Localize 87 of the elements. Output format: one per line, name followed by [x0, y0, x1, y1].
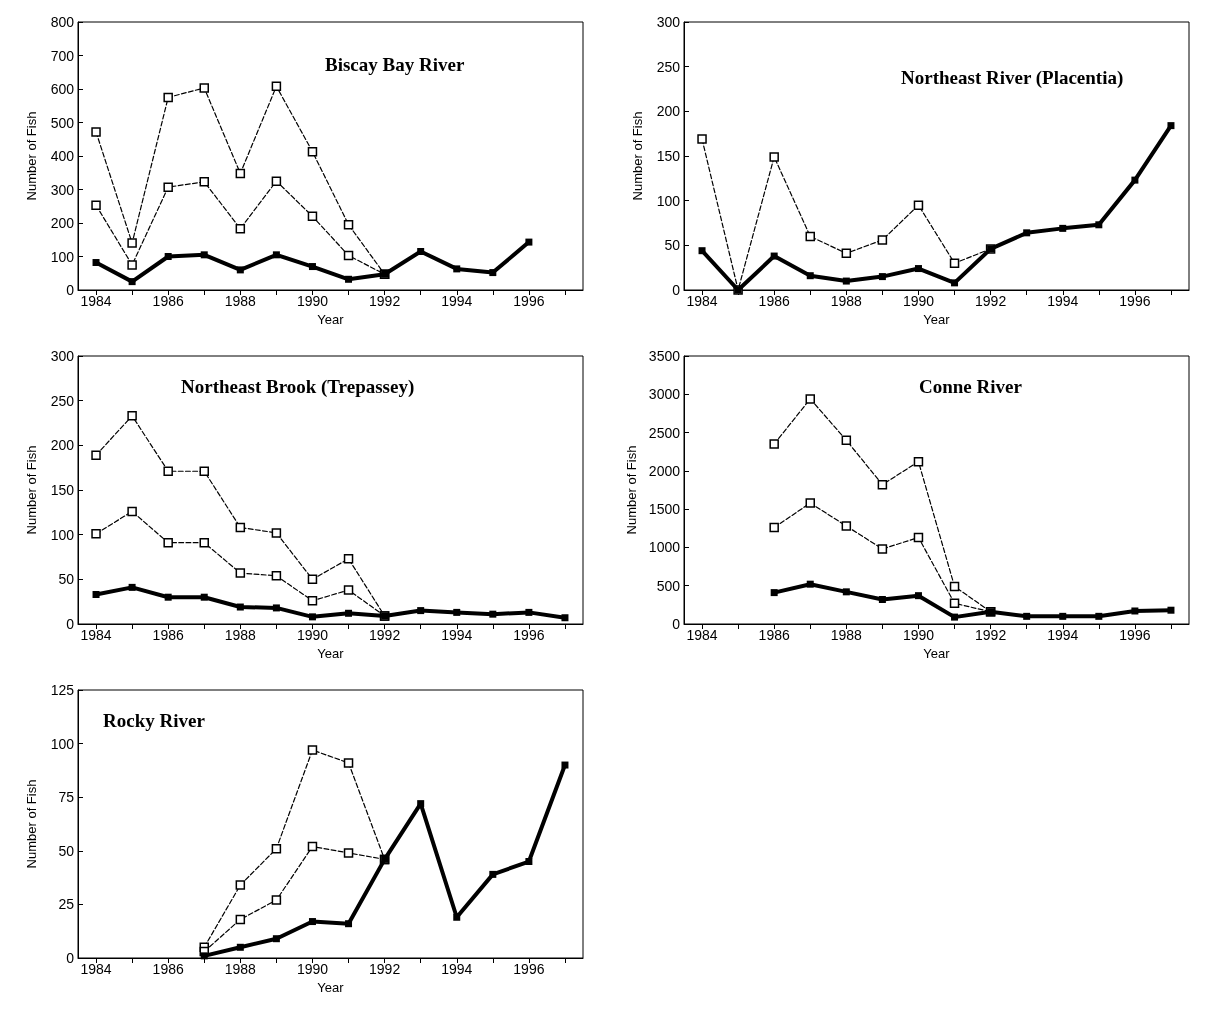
- x-tick-label: 1984: [80, 627, 112, 643]
- y-tick-label: 250: [50, 392, 75, 409]
- x-axis-title: Year: [923, 645, 951, 661]
- y-tick-label: 1000: [648, 539, 681, 556]
- text: Northeast Brook (Trepassey): [181, 376, 415, 398]
- y-tick-label: 700: [50, 47, 75, 64]
- y-tick-label: 50: [664, 237, 681, 254]
- x-tick-label: 1984: [80, 961, 112, 977]
- x-tick-label: 1990: [902, 293, 935, 309]
- y-tick-label: 200: [50, 215, 75, 231]
- y-tick-label: 800: [50, 14, 75, 30]
- x-tick-label: 1986: [152, 961, 184, 977]
- y-axis-title: Number of Fish: [630, 111, 645, 201]
- x-tick-label: 1996: [1119, 627, 1151, 643]
- text: Rocky River: [103, 710, 206, 731]
- y-tick-label: 3500: [648, 348, 681, 364]
- y-axis-title: Number of Fish: [24, 111, 39, 201]
- x-tick-label: 1994: [1047, 627, 1079, 643]
- y-tick-label: 0: [66, 282, 75, 298]
- x-tick-label: 1984: [80, 293, 112, 309]
- y-tick-label: 300: [656, 14, 681, 30]
- y-tick-label: 600: [50, 81, 75, 97]
- y-tick-label: 200: [656, 103, 681, 120]
- y-tick-label: 200: [50, 437, 75, 454]
- x-axis-title: Year: [317, 311, 345, 327]
- x-tick-label: 1996: [513, 293, 545, 309]
- y-tick-label: 50: [58, 842, 75, 859]
- x-tick-label: 1984: [686, 293, 718, 309]
- x-tick-label: 1990: [296, 627, 329, 643]
- y-tick-label: 50: [58, 571, 75, 588]
- x-tick-label: 1988: [224, 293, 257, 309]
- x-tick-label: 1996: [513, 961, 545, 977]
- y-axis-title: Number of Fish: [24, 445, 39, 535]
- x-tick-label: 1988: [224, 961, 257, 977]
- text: Biscay Bay River: [325, 54, 465, 75]
- x-tick-label: 1984: [686, 627, 718, 643]
- y-tick-label: 1500: [648, 501, 681, 518]
- text: Northeast River (Placentia): [901, 67, 1124, 89]
- x-axis-title: Year: [923, 311, 951, 327]
- x-tick-label: 1992: [975, 627, 1007, 643]
- y-tick-label: 3000: [648, 386, 681, 403]
- x-tick-label: 1990: [902, 627, 935, 643]
- y-tick-label: 100: [50, 735, 75, 752]
- y-tick-label: 100: [50, 248, 75, 265]
- x-tick-label: 1986: [152, 293, 184, 309]
- y-tick-label: 75: [58, 789, 75, 806]
- x-tick-label: 1994: [441, 627, 473, 643]
- x-tick-label: 1986: [758, 293, 790, 309]
- y-tick-label: 300: [50, 348, 75, 364]
- y-tick-label: 0: [66, 616, 75, 632]
- x-axis-title: Year: [317, 979, 345, 995]
- y-axis-title: Number of Fish: [623, 445, 639, 535]
- x-tick-label: 1996: [513, 627, 545, 643]
- x-tick-label: 1990: [296, 293, 329, 309]
- y-tick-label: 100: [656, 192, 681, 209]
- x-axis-title: Year: [317, 645, 345, 661]
- y-tick-label: 100: [50, 526, 75, 543]
- y-tick-label: 2500: [648, 424, 681, 441]
- x-tick-label: 1994: [441, 293, 473, 309]
- y-tick-label: 125: [50, 682, 75, 698]
- x-tick-label: 1996: [1119, 293, 1151, 309]
- x-tick-label: 1988: [224, 627, 257, 643]
- y-tick-label: 0: [672, 616, 681, 632]
- y-tick-label: 500: [656, 577, 681, 594]
- text: Conne River: [919, 376, 1023, 397]
- y-tick-label: 500: [50, 114, 75, 131]
- x-tick-label: 1992: [975, 293, 1007, 309]
- y-tick-label: 0: [672, 282, 681, 298]
- x-tick-label: 1994: [1047, 293, 1079, 309]
- y-tick-label: 150: [656, 148, 681, 164]
- y-tick-label: 150: [50, 482, 75, 498]
- y-axis-title: Number of Fish: [24, 779, 39, 869]
- x-tick-label: 1986: [758, 627, 790, 643]
- x-tick-label: 1986: [152, 627, 184, 643]
- x-tick-label: 1990: [296, 961, 329, 977]
- x-tick-label: 1992: [369, 293, 401, 309]
- x-tick-label: 1988: [830, 293, 863, 309]
- x-tick-label: 1992: [369, 627, 401, 643]
- y-tick-label: 250: [656, 58, 681, 75]
- y-tick-label: 2000: [648, 462, 681, 479]
- x-tick-label: 1994: [441, 961, 473, 977]
- y-tick-label: 0: [66, 950, 75, 966]
- y-tick-label: 300: [50, 181, 75, 198]
- y-tick-label: 25: [58, 896, 75, 913]
- x-tick-label: 1992: [369, 961, 401, 977]
- x-tick-label: 1988: [830, 627, 863, 643]
- y-tick-label: 400: [50, 148, 75, 164]
